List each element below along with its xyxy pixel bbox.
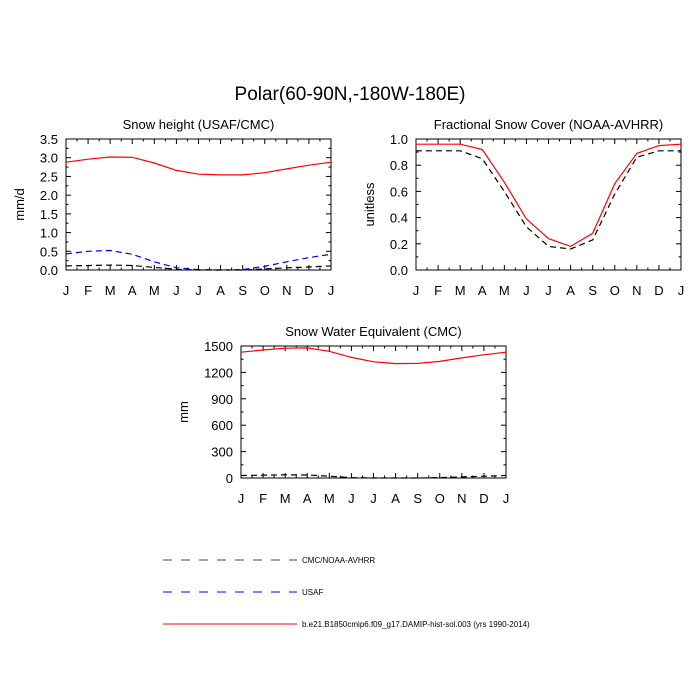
- x-tick-label: J: [238, 491, 245, 506]
- x-tick-label: O: [610, 283, 620, 298]
- x-tick-label: D: [654, 283, 663, 298]
- subplot-title: Snow Water Equivalent (CMC): [285, 324, 462, 339]
- x-tick-label: A: [566, 283, 575, 298]
- subplot-title: Snow height (USAF/CMC): [123, 117, 275, 132]
- x-tick-label: N: [457, 491, 466, 506]
- plot-frame-3: [240, 345, 507, 479]
- x-tick-label: M: [324, 491, 335, 506]
- y-tick-label: 0: [226, 471, 233, 486]
- legend-label: CMC/NOAA-AVHRR: [302, 556, 375, 565]
- x-tick-label: A: [303, 491, 312, 506]
- x-tick-label: M: [455, 283, 466, 298]
- x-tick-label: A: [216, 283, 225, 298]
- x-tick-label: J: [63, 283, 70, 298]
- y-tick-label: 1.0: [390, 132, 408, 147]
- y-tick-label: 1.0: [40, 226, 58, 241]
- y-tick-label: 0.2: [390, 237, 408, 252]
- y-axis-label: mm/d: [12, 188, 27, 221]
- y-tick-label: 3.5: [40, 132, 58, 147]
- y-tick-label: 0.4: [390, 211, 408, 226]
- y-tick-label: 1500: [204, 339, 233, 354]
- x-tick-label: S: [413, 491, 422, 506]
- x-tick-label: F: [434, 283, 442, 298]
- y-tick-label: 300: [211, 445, 233, 460]
- x-tick-label: J: [370, 491, 377, 506]
- x-tick-label: N: [282, 283, 291, 298]
- page-title: Polar(60-90N,-180W-180E): [234, 84, 466, 105]
- x-tick-label: J: [545, 283, 552, 298]
- x-tick-label: F: [84, 283, 92, 298]
- y-tick-label: 0.5: [40, 244, 58, 259]
- legend-label: b.e21.B1850cmip6.f09_g17.DAMIP-hist-sol.…: [302, 620, 530, 629]
- x-tick-label: O: [260, 283, 270, 298]
- y-tick-label: 600: [211, 418, 233, 433]
- y-tick-label: 2.5: [40, 169, 58, 184]
- series-line-cmc: [416, 150, 681, 250]
- subplot-title: Fractional Snow Cover (NOAA-AVHRR): [434, 117, 663, 132]
- series-line-b: [416, 143, 682, 248]
- x-tick-label: J: [173, 283, 180, 298]
- y-tick-label: 0.6: [390, 184, 408, 199]
- x-tick-label: F: [259, 491, 267, 506]
- y-tick-label: 3.0: [40, 151, 58, 166]
- x-tick-label: D: [479, 491, 488, 506]
- plot-frame-1: [65, 138, 332, 271]
- y-tick-label: 0.0: [390, 263, 408, 278]
- y-tick-label: 1.5: [40, 207, 58, 222]
- x-tick-label: J: [503, 491, 510, 506]
- x-tick-label: J: [328, 283, 335, 298]
- x-tick-label: M: [280, 491, 291, 506]
- y-tick-label: 900: [211, 392, 233, 407]
- y-tick-label: 0.0: [40, 263, 58, 278]
- series-line-cmc: [240, 474, 507, 479]
- x-tick-label: M: [149, 283, 160, 298]
- plot-frame-2: [415, 138, 682, 271]
- y-tick-label: 0.8: [390, 158, 408, 173]
- x-tick-label: J: [348, 491, 355, 506]
- x-tick-label: N: [632, 283, 641, 298]
- x-tick-label: M: [499, 283, 510, 298]
- y-tick-label: 1200: [204, 365, 233, 380]
- x-tick-label: O: [435, 491, 445, 506]
- series-line-b: [240, 347, 507, 365]
- x-tick-label: J: [195, 283, 202, 298]
- x-tick-label: J: [678, 283, 685, 298]
- series-line-b: [65, 156, 332, 176]
- x-tick-label: A: [478, 283, 487, 298]
- y-tick-label: 2.0: [40, 188, 58, 203]
- x-tick-label: S: [588, 283, 597, 298]
- x-tick-label: S: [238, 283, 247, 298]
- series-line-cmc: [65, 264, 332, 271]
- x-tick-label: A: [391, 491, 400, 506]
- x-tick-label: M: [105, 283, 116, 298]
- y-axis-label: unitless: [362, 182, 377, 227]
- x-tick-label: A: [128, 283, 137, 298]
- legend-label: USAF: [302, 588, 323, 597]
- y-axis-label: mm: [176, 401, 191, 423]
- x-tick-label: J: [523, 283, 530, 298]
- x-tick-label: D: [304, 283, 313, 298]
- x-tick-label: J: [413, 283, 420, 298]
